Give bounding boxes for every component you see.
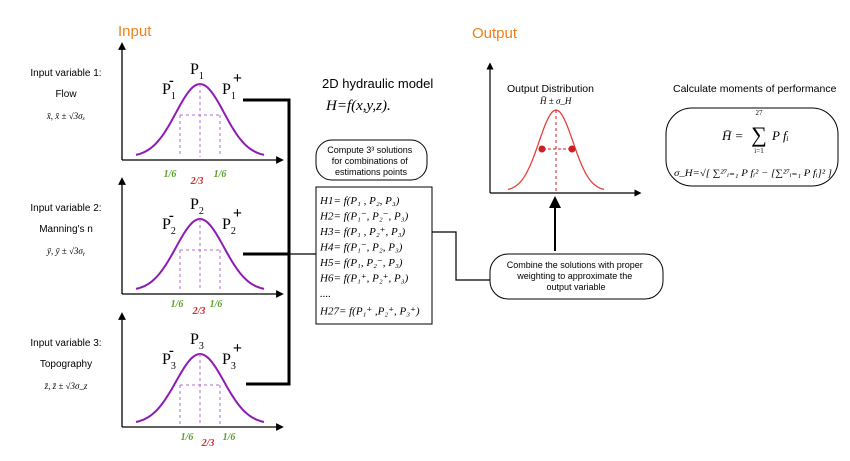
input-title: Input variable 1: — [30, 68, 101, 79]
input-panel-3: Input variable 3: Topography z̄, z̄ ± √3σ_… — [30, 312, 284, 449]
p-plus-label: P2+ — [222, 205, 242, 237]
compute-bubble — [315, 139, 428, 181]
input-name: Topography — [40, 359, 92, 370]
combine-bubble — [489, 253, 664, 300]
combine-bubble-text: Combine the solutions with proper weight… — [507, 260, 646, 292]
input-formula: z̄, z̄ ± √3σ_z — [44, 381, 88, 391]
moments-formula: H̄ = 27 ∑ i=1 P fᵢ σ_H=√[ ∑²⁷ᵢ₌₁ P fᵢ² −… — [674, 109, 832, 179]
table-to-combine — [432, 231, 490, 281]
input-bell-curve — [135, 352, 265, 423]
solution-row: H5= f(P₁, P₂⁻, P₃) — [319, 257, 403, 269]
input-panel-1: Input variable 1: Flow x̄, x̄ ± √3σₓ P1- P1 P… — [30, 42, 284, 187]
output-point-right — [568, 145, 576, 153]
mean-lhs: H̄ = — [721, 128, 743, 143]
combine-line-1: Combine the solutions with proper — [507, 260, 643, 270]
input-title: Input variable 2: — [30, 203, 101, 214]
weight-left: 1/6 — [164, 169, 177, 180]
sigma-formula: σ_H=√[ ∑²⁷ᵢ₌₁ P fᵢ² − [∑²⁷ᵢ₌₁ P fᵢ]² ] — [674, 168, 832, 179]
input-formula: x̄, x̄ ± √3σₓ — [46, 111, 86, 121]
mean-rhs: P fᵢ — [771, 128, 789, 143]
p-center-label: P2 — [190, 196, 204, 217]
compute-line-3: estimations points — [335, 167, 408, 177]
moments-box — [665, 107, 839, 187]
input-formula: ȳ, ȳ ± √3σᵧ — [46, 246, 85, 256]
connector-bracket — [243, 98, 291, 386]
sum-bottom: i=1 — [754, 147, 764, 155]
weight-right: 1/6 — [214, 169, 227, 180]
input-name: Flow — [55, 89, 77, 100]
p-center-label: P1 — [190, 61, 204, 82]
output-chart: Output Distribution H̄ ± σ_H — [486, 62, 642, 197]
solution-row: .... — [320, 288, 331, 300]
moments-title: Calculate moments of performance — [673, 83, 837, 95]
output-point-left — [538, 145, 546, 153]
sum-sign: ∑ — [751, 122, 767, 147]
weight-mid: 2/3 — [192, 306, 206, 317]
output-label: H̄ ± σ_H — [539, 96, 572, 106]
input-name: Manning's n — [39, 224, 93, 235]
input-title: Input variable 3: — [30, 338, 101, 349]
model-equation: H=f(x,y,z). — [325, 98, 391, 114]
solution-row: H3= f(P₁ , P₂⁺, P₃) — [319, 226, 406, 238]
compute-bubble-text: Compute 3³ solutions for combinations of… — [327, 145, 415, 177]
combine-line-2: weighting to approximate the — [516, 271, 632, 281]
sum-top: 27 — [756, 109, 764, 117]
p-minus-label: P3- — [162, 343, 176, 372]
weight-left: 1/6 — [181, 432, 194, 443]
output-title: Output Distribution — [507, 83, 594, 95]
weight-mid: 2/3 — [201, 438, 215, 449]
solutions-table — [315, 186, 433, 325]
solution-row: H27= f(P₁⁺ ,P₂⁺, P₃⁺) — [319, 306, 420, 318]
p-center-label: P3 — [190, 331, 204, 352]
solution-row: H4= f(P₁⁻, P₂, P₃) — [319, 242, 403, 254]
weight-right: 1/6 — [210, 299, 223, 310]
weight-mid: 2/3 — [190, 176, 204, 187]
solution-row: H1= f(P₁ , P₂, P₃) — [319, 195, 400, 207]
input-panels: Input variable 1: Flow x̄, x̄ ± √3σₓ P1- P1 P… — [30, 42, 284, 449]
p-plus-label: P3+ — [222, 340, 242, 372]
input-connector — [243, 98, 291, 386]
p-minus-label: P1- — [162, 73, 176, 102]
compute-line-1: Compute 3³ solutions — [327, 145, 413, 155]
output-heading: Output — [472, 25, 518, 42]
combine-line-3: output variable — [546, 282, 605, 292]
input-heading: Input — [118, 23, 152, 40]
weight-right: 1/6 — [223, 432, 236, 443]
compute-line-2: for combinations of — [332, 156, 409, 166]
p-plus-label: P1+ — [222, 70, 242, 102]
solution-row: H6= f(P₁⁺, P₂⁺, P₃) — [319, 273, 409, 285]
p-minus-label: P2- — [162, 208, 176, 237]
weight-left: 1/6 — [171, 299, 184, 310]
model-title: 2D hydraulic model — [322, 76, 433, 91]
solution-row: H2= f(P₁⁻, P₂⁻, P₃) — [319, 211, 409, 223]
input-panel-2: Input variable 2: Manning's n ȳ, ȳ ± √3σᵧ P… — [30, 177, 284, 317]
solutions-rows: H1= f(P₁ , P₂, P₃) H2= f(P₁⁻, P₂⁻, P₃) H3=… — [319, 195, 420, 318]
